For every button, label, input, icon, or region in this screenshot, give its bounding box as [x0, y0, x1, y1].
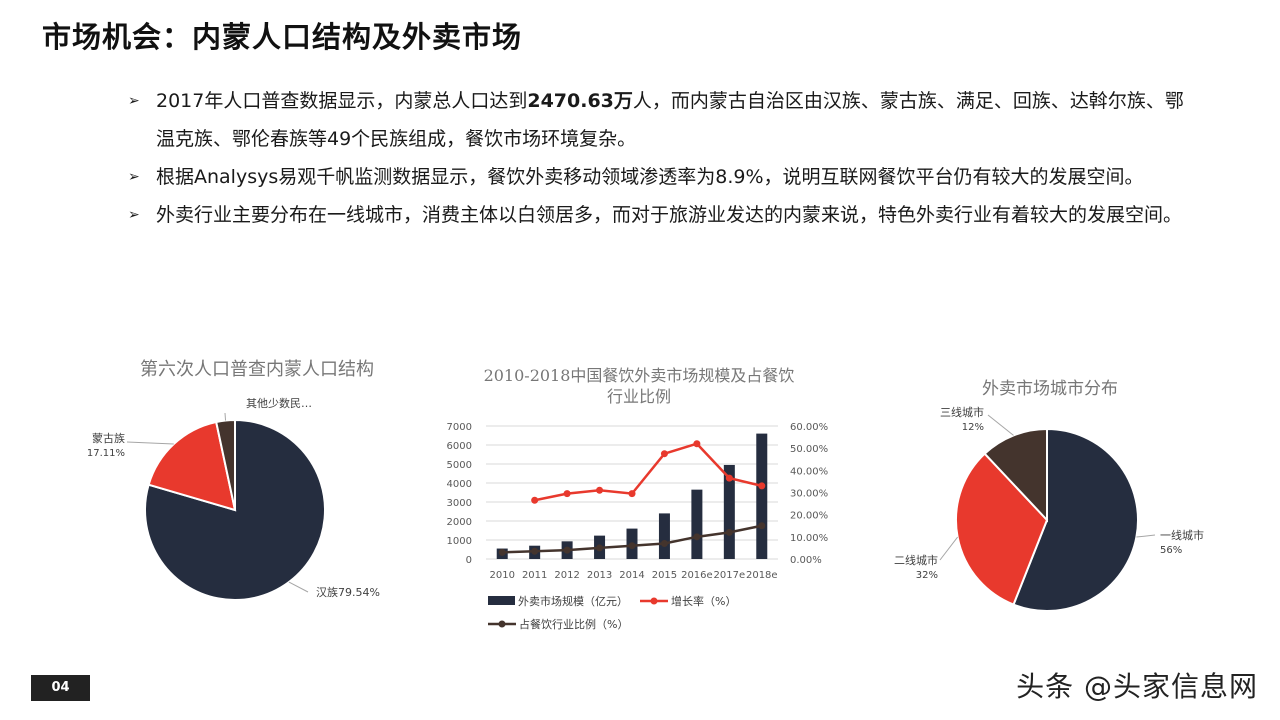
- bullet-text: 根据Analysys易观千帆监测数据显示，餐饮外卖移动领域渗透率为8.9%，说明…: [156, 166, 1144, 188]
- page-number: 04: [31, 675, 90, 701]
- svg-text:2014: 2014: [619, 570, 644, 581]
- svg-text:50.00%: 50.00%: [790, 444, 828, 455]
- svg-text:6000: 6000: [447, 441, 472, 452]
- svg-text:2016e: 2016e: [681, 570, 713, 581]
- pie-data-label: 汉族79.54%: [316, 585, 380, 599]
- svg-text:2010: 2010: [489, 570, 514, 581]
- svg-text:7000: 7000: [447, 422, 472, 433]
- svg-text:40.00%: 40.00%: [790, 466, 828, 477]
- bar: [691, 489, 703, 559]
- highlight-population: 2470.63万: [527, 90, 633, 112]
- svg-text:2012: 2012: [554, 570, 579, 581]
- bullet-item: ➢ 根据Analysys易观千帆监测数据显示，餐饮外卖移动领域渗透率为8.9%，…: [128, 158, 1188, 196]
- watermark: 头条 @头家信息网: [1016, 670, 1258, 703]
- page-title: 市场机会：内蒙人口结构及外卖市场: [42, 20, 523, 54]
- city-pie-labels: 一线城市 56% 二线城市 32% 三线城市 12%: [894, 405, 1204, 581]
- arrow-bullet-icon: ➢: [128, 207, 140, 223]
- svg-text:12%: 12%: [962, 422, 984, 433]
- pie-data-label: 其他少数民…: [246, 397, 312, 410]
- market-combo-chart: 0 1000 2000 3000 4000 5000 6000 7000 0.00% 10.00%…: [447, 422, 829, 631]
- svg-text:3000: 3000: [447, 498, 472, 509]
- svg-text:4000: 4000: [447, 479, 472, 490]
- pie-data-label: 二线城市: [894, 553, 938, 567]
- svg-text:外卖市场规模（亿元）: 外卖市场规模（亿元）: [518, 594, 628, 608]
- svg-text:10.00%: 10.00%: [790, 533, 828, 544]
- pie-data-label: 三线城市: [940, 405, 984, 419]
- svg-text:5000: 5000: [447, 460, 472, 471]
- svg-text:2000: 2000: [447, 517, 472, 528]
- bar: [658, 513, 670, 559]
- svg-text:1000: 1000: [447, 536, 472, 547]
- svg-text:30.00%: 30.00%: [790, 489, 828, 500]
- pie-slice: [983, 427, 1048, 523]
- pie-slice: [215, 418, 236, 511]
- bullet-item: ➢ 2017年人口普查数据显示，内蒙总人口达到2470.63万人，而内蒙古自治区…: [128, 82, 1188, 158]
- arrow-bullet-icon: ➢: [128, 169, 140, 185]
- population-pie-chart: 汉族79.54% 蒙古族 17.11% 其他少数民…: [87, 397, 380, 601]
- market-chart-plot: 0 1000 2000 3000 4000 5000 6000 7000 0.00% 10.00%…: [447, 422, 829, 631]
- svg-text:32%: 32%: [916, 570, 938, 581]
- city-pie-title: 外卖市场城市分布: [982, 379, 1118, 399]
- svg-text:增长率（%）: 增长率（%）: [671, 594, 736, 608]
- svg-text:60.00%: 60.00%: [790, 422, 828, 433]
- population-pie-slices: [144, 418, 326, 601]
- population-pie-labels: 汉族79.54% 蒙古族 17.11% 其他少数民…: [87, 397, 380, 599]
- pie-data-label: 一线城市: [1160, 528, 1204, 542]
- svg-text:20.00%: 20.00%: [790, 511, 828, 522]
- svg-text:2015: 2015: [652, 570, 677, 581]
- city-pie-slices: [955, 427, 1139, 612]
- svg-text:2011: 2011: [522, 570, 547, 581]
- bullet-list: ➢ 2017年人口普查数据显示，内蒙总人口达到2470.63万人，而内蒙古自治区…: [128, 82, 1188, 234]
- svg-text:2013: 2013: [587, 570, 612, 581]
- svg-text:0.00%: 0.00%: [790, 555, 822, 566]
- bullet-item: ➢ 外卖行业主要分布在一线城市，消费主体以白领居多，而对于旅游业发达的内蒙来说，…: [128, 196, 1188, 234]
- svg-text:占餐饮行业比例（%）: 占餐饮行业比例（%）: [519, 617, 628, 631]
- arrow-bullet-icon: ➢: [128, 93, 140, 109]
- svg-text:2017e: 2017e: [714, 570, 746, 581]
- pie-slice: [1012, 427, 1139, 612]
- bar: [723, 464, 735, 559]
- pie-slice: [147, 420, 237, 512]
- svg-text:17.11%: 17.11%: [87, 448, 125, 459]
- svg-text:0: 0: [466, 555, 472, 566]
- market-chart-title: 2010-2018中国餐饮外卖市场规模及占餐饮行业比例: [483, 366, 795, 406]
- bullet-text: 2017年人口普查数据显示，内蒙总人口达到2470.63万人，而内蒙古自治区由汉…: [156, 90, 1184, 150]
- bar: [756, 433, 768, 559]
- city-pie-chart: 一线城市 56% 二线城市 32% 三线城市 12%: [894, 405, 1204, 612]
- svg-text:2018e: 2018e: [746, 570, 778, 581]
- population-pie-title: 第六次人口普查内蒙人口结构: [140, 359, 374, 380]
- pie-data-label: 蒙古族: [92, 431, 125, 445]
- svg-text:56%: 56%: [1160, 545, 1182, 556]
- bullet-text: 外卖行业主要分布在一线城市，消费主体以白领居多，而对于旅游业发达的内蒙来说，特色…: [156, 204, 1183, 226]
